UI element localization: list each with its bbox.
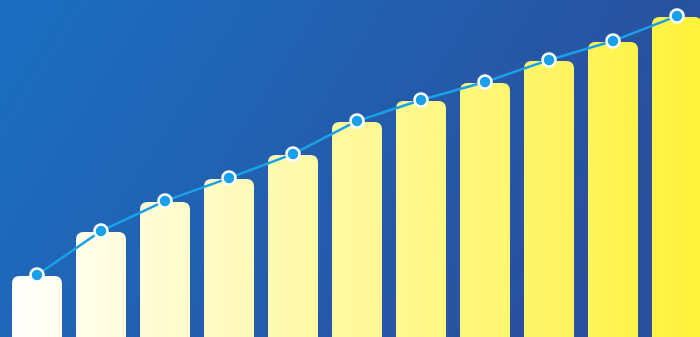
bar xyxy=(268,155,318,337)
bar xyxy=(460,83,510,337)
trend-point xyxy=(349,113,365,129)
bar xyxy=(652,17,700,337)
bar xyxy=(332,122,382,337)
bar xyxy=(76,232,126,337)
bar xyxy=(140,202,190,337)
bar xyxy=(588,42,638,337)
trend-point xyxy=(413,92,429,108)
trend-point xyxy=(605,33,621,49)
trend-point xyxy=(29,267,45,283)
trend-point xyxy=(285,146,301,162)
trend-point xyxy=(477,74,493,90)
trend-point xyxy=(157,193,173,209)
bar xyxy=(396,101,446,337)
bar xyxy=(12,276,62,337)
trend-point xyxy=(541,52,557,68)
bar xyxy=(524,61,574,337)
trend-point xyxy=(669,8,685,24)
trend-point xyxy=(221,170,237,186)
trend-point xyxy=(93,223,109,239)
bar xyxy=(204,179,254,337)
